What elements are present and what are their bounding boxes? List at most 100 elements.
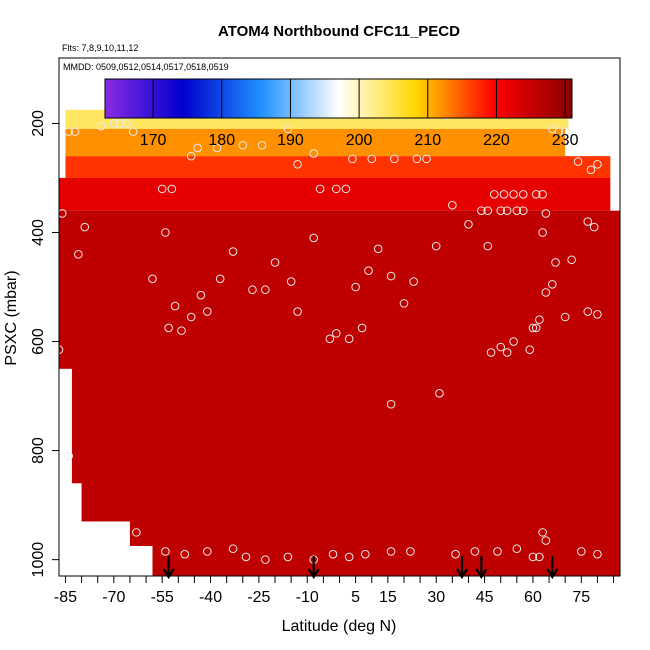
sample-point — [528, 323, 538, 333]
sample-point — [248, 285, 257, 295]
x-tick-label: 60 — [524, 589, 542, 606]
sample-point — [283, 552, 293, 562]
x-tick-label: -55 — [151, 589, 174, 606]
colorbar-tick-label: 210 — [414, 132, 441, 149]
sample-point — [489, 190, 499, 199]
heatmap-layer-4 — [59, 210, 620, 576]
y-tick-label: 600 — [30, 328, 47, 355]
profile-arrow-head — [162, 568, 175, 580]
sample-point — [512, 544, 522, 554]
x-tick-label: -85 — [54, 589, 77, 606]
sample-point — [538, 528, 547, 537]
sample-point — [351, 282, 360, 292]
sample-point — [164, 323, 173, 333]
sample-point — [538, 190, 547, 199]
sample-point — [238, 140, 248, 150]
sample-point — [215, 274, 225, 284]
x-tick-label: 30 — [427, 589, 445, 606]
sample-point — [399, 299, 409, 308]
sample-point — [348, 154, 357, 164]
sample-point — [360, 549, 370, 559]
sample-point — [518, 190, 528, 199]
chart-title: ATOM4 Northbound CFC11_PECD — [218, 23, 460, 40]
sample-point — [502, 348, 512, 357]
sample-point — [525, 345, 535, 355]
colorbar-frame — [104, 78, 573, 119]
heatmap-layer-2 — [65, 156, 611, 178]
sample-point — [196, 290, 206, 300]
sample-point — [593, 549, 602, 559]
sample-point — [538, 228, 547, 237]
sample-point — [241, 552, 251, 562]
sample-point — [293, 307, 302, 316]
sample-point — [128, 127, 138, 136]
sample-point — [315, 184, 325, 194]
sample-point — [161, 547, 170, 556]
sample-point — [589, 222, 599, 232]
sample-point — [551, 258, 560, 267]
dates-subtitle: MMDD: 0509,0512,0514,0517,0518,0519 — [63, 62, 229, 72]
sample-point — [386, 271, 396, 281]
y-tick-label: 200 — [30, 110, 47, 137]
colorbar-tick-label: 180 — [208, 132, 235, 149]
sample-point — [509, 190, 518, 199]
x-tick-label: 75 — [572, 589, 590, 606]
sample-point — [331, 184, 341, 194]
sample-point — [367, 154, 377, 164]
sample-point — [541, 536, 551, 545]
sample-point — [203, 307, 212, 316]
sample-point — [132, 528, 141, 537]
sample-point — [577, 547, 586, 556]
sample-point — [170, 301, 180, 311]
sample-point — [96, 121, 106, 131]
sample-point — [464, 220, 473, 229]
sample-point — [331, 329, 341, 338]
x-tick-label: 45 — [476, 589, 494, 606]
sample-point — [541, 288, 551, 297]
sample-point — [386, 399, 396, 409]
sample-point — [535, 315, 544, 325]
sample-point — [496, 342, 506, 352]
sample-point — [115, 119, 125, 128]
x-tick-label: -40 — [199, 589, 222, 606]
sample-point — [593, 160, 602, 169]
sample-point — [502, 206, 512, 215]
sample-point — [180, 549, 190, 559]
sample-point — [431, 241, 441, 251]
sample-point — [422, 154, 431, 164]
sample-point — [531, 190, 541, 199]
sample-point — [186, 151, 196, 161]
sample-point — [80, 222, 90, 232]
sample-point — [560, 312, 570, 322]
sample-point — [270, 258, 280, 267]
sample-point — [470, 547, 480, 556]
sample-point — [499, 190, 509, 199]
x-tick-label: -70 — [102, 589, 125, 606]
sample-point — [531, 323, 541, 333]
colorbar-tick-label: 170 — [140, 132, 167, 149]
sample-point — [435, 389, 444, 398]
x-tick-label: -10 — [296, 589, 319, 606]
sample-point — [364, 266, 373, 275]
sample-point — [357, 323, 367, 333]
sample-point — [74, 249, 83, 259]
x-tick-label: 5 — [351, 589, 360, 606]
sample-point — [228, 544, 238, 554]
sample-points — [59, 110, 602, 564]
colorbar-tick-label: 190 — [277, 132, 304, 149]
sample-point — [528, 552, 538, 562]
sample-point — [70, 127, 80, 136]
no-data-region — [59, 546, 153, 576]
sample-point — [212, 143, 222, 153]
profile-arrow-head — [307, 568, 320, 580]
sample-point — [261, 285, 270, 295]
sample-point — [203, 547, 212, 556]
sample-point — [496, 206, 506, 215]
sample-point — [344, 552, 354, 562]
sample-point — [518, 206, 528, 215]
sample-point — [167, 184, 177, 194]
heatmap-area — [59, 109, 620, 576]
sample-point — [412, 154, 422, 164]
sample-point — [535, 552, 544, 562]
sample-point — [373, 244, 383, 254]
